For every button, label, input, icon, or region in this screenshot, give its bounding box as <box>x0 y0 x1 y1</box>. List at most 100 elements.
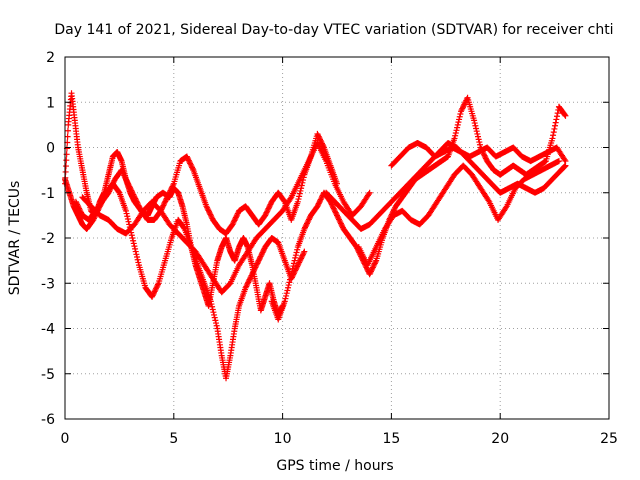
data-point-2-373 <box>316 134 323 141</box>
data-point-2-137 <box>162 198 169 205</box>
data-point-4-104 <box>336 217 343 224</box>
data-point-2-294 <box>264 206 271 213</box>
data-point-0-2 <box>62 168 69 175</box>
data-point-2-92 <box>132 196 139 203</box>
data-point-1-249 <box>213 322 220 329</box>
data-point-4-72 <box>315 200 322 207</box>
data-point-1-312 <box>243 282 250 289</box>
data-point-4-311 <box>471 120 478 127</box>
data-point-1-114 <box>125 218 132 225</box>
data-point-2-145 <box>167 187 174 194</box>
data-point-4-434 <box>552 122 559 129</box>
data-point-4-328 <box>482 155 489 162</box>
data-point-1-338 <box>260 246 267 253</box>
y-tick-label--4: -4 <box>41 322 55 338</box>
data-point-4-75 <box>317 196 324 203</box>
data-point-4-70 <box>314 203 321 210</box>
x-tick-label-25: 25 <box>600 431 618 447</box>
data-point-2-244 <box>232 215 239 222</box>
data-point-7-199 <box>561 156 568 163</box>
data-point-4-326 <box>481 152 488 159</box>
data-point-2-176 <box>187 161 194 168</box>
data-point-4-438 <box>554 110 561 117</box>
y-axis-label: SDTVAR / TECUs <box>7 181 23 296</box>
data-point-1-311 <box>243 283 250 290</box>
data-point-2-202 <box>204 206 211 213</box>
data-point-3-239 <box>287 195 294 202</box>
data-point-4-106 <box>337 220 344 227</box>
data-point-2-240 <box>229 221 236 228</box>
data-point-4-20 <box>281 298 288 305</box>
data-point-1-156 <box>152 285 159 292</box>
data-point-1-110 <box>122 207 129 214</box>
data-point-2-173 <box>185 157 192 164</box>
data-point-4-24 <box>284 287 291 294</box>
data-point-2-81 <box>125 182 132 189</box>
data-point-4-35 <box>291 257 298 264</box>
data-point-1-314 <box>245 279 252 286</box>
data-point-4-156 <box>370 263 377 270</box>
data-point-1-328 <box>254 260 261 267</box>
data-point-1-322 <box>250 268 257 275</box>
data-point-4-53 <box>303 221 310 228</box>
data-point-6-149 <box>485 197 492 204</box>
data-point-2-2 <box>74 201 81 208</box>
data-point-2-245 <box>232 214 239 221</box>
data-point-4-93 <box>329 202 336 209</box>
data-point-0-8 <box>64 133 71 140</box>
data-point-2-171 <box>184 154 191 161</box>
data-point-4-293 <box>459 104 466 111</box>
data-point-2-246 <box>233 213 240 220</box>
data-point-1-333 <box>257 253 264 260</box>
data-point-2-372 <box>315 133 322 140</box>
data-point-4-155 <box>369 264 376 271</box>
data-point-4-188 <box>391 206 398 213</box>
x-tick-label-5: 5 <box>169 431 178 447</box>
data-point-2-298 <box>267 201 274 208</box>
data-point-2-79 <box>124 179 131 186</box>
data-point-4-98 <box>332 209 339 216</box>
data-point-2-75 <box>121 173 128 180</box>
data-point-2-1 <box>73 200 80 207</box>
data-point-4-432 <box>550 129 557 136</box>
data-point-4-52 <box>302 223 309 230</box>
data-point-1-393 <box>296 258 303 265</box>
data-point-2-206 <box>207 211 214 218</box>
data-point-4-292 <box>459 105 466 112</box>
data-point-4-51 <box>302 224 309 231</box>
data-point-4-101 <box>334 213 341 220</box>
data-point-2-205 <box>206 210 213 217</box>
data-point-1-129 <box>135 259 142 266</box>
data-point-2-243 <box>231 217 238 224</box>
data-point-2-72 <box>119 169 126 176</box>
data-point-2-86 <box>129 188 136 195</box>
data-point-2-97 <box>136 203 143 210</box>
data-point-4-433 <box>551 125 558 132</box>
data-point-4-94 <box>330 204 337 211</box>
data-point-1-396 <box>298 254 305 261</box>
data-point-2-374 <box>317 136 324 143</box>
data-point-1-335 <box>258 250 265 257</box>
data-point-3-330 <box>366 189 373 196</box>
data-point-4-73 <box>316 199 323 206</box>
data-point-1-128 <box>134 256 141 263</box>
data-point-1-126 <box>133 251 140 258</box>
data-point-1-323 <box>251 267 258 274</box>
data-point-4-36 <box>292 254 299 261</box>
data-point-2-247 <box>234 211 241 218</box>
data-point-4-28 <box>286 276 293 283</box>
data-point-4-29 <box>287 273 294 280</box>
data-point-4-158 <box>371 260 378 267</box>
data-point-4-285 <box>454 121 461 128</box>
data-point-4-95 <box>330 205 337 212</box>
data-point-2-8 <box>78 209 85 216</box>
data-point-4-27 <box>286 279 293 286</box>
data-point-2-241 <box>230 220 237 227</box>
data-point-4-50 <box>301 225 308 232</box>
y-tick-label--6: -6 <box>41 412 55 428</box>
data-point-4-54 <box>303 220 310 227</box>
data-point-4-291 <box>458 106 465 113</box>
data-point-6-169 <box>502 204 509 211</box>
data-point-2-135 <box>161 201 168 208</box>
